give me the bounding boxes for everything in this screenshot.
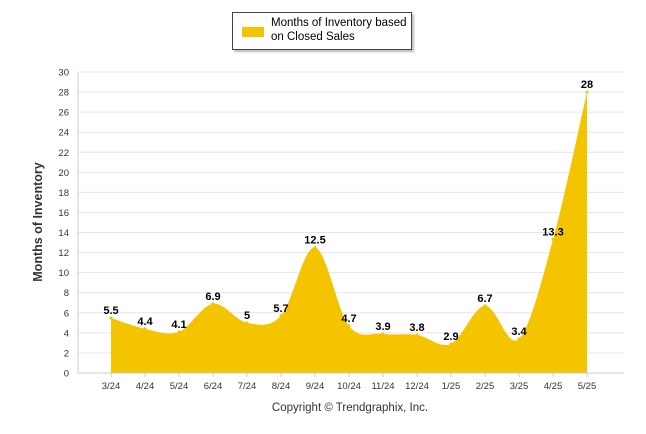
gridlines bbox=[78, 71, 624, 374]
data-point bbox=[211, 302, 215, 306]
y-tick-label: 28 bbox=[58, 88, 69, 99]
data-labels: 5.5 4.4 4.1 6.9 5 5.7 12.5 4.7 3.9 3.8 2.9 6.7 3.4 13… bbox=[103, 79, 593, 346]
x-tick-label: 12/24 bbox=[405, 381, 429, 392]
x-tick-label: 5/24 bbox=[170, 381, 189, 392]
data-point bbox=[585, 90, 589, 94]
data-label: 4.4 bbox=[137, 316, 153, 328]
data-label: 5.7 bbox=[273, 303, 288, 315]
y-tick-label: 24 bbox=[58, 128, 69, 139]
y-tick-label: 16 bbox=[58, 208, 69, 219]
data-point bbox=[381, 332, 385, 336]
x-tick-label: 4/25 bbox=[544, 381, 563, 392]
legend-swatch bbox=[242, 27, 264, 37]
data-label: 4.1 bbox=[171, 319, 186, 331]
data-point bbox=[143, 327, 147, 331]
data-label: 5 bbox=[244, 310, 250, 322]
y-tick-label: 6 bbox=[64, 308, 69, 319]
data-point bbox=[551, 238, 555, 242]
data-label: 5.5 bbox=[103, 305, 118, 317]
x-tick-label: 3/25 bbox=[510, 381, 529, 392]
data-point bbox=[517, 337, 521, 341]
data-point bbox=[347, 324, 351, 328]
x-tick-label: 8/24 bbox=[272, 381, 291, 392]
y-tick-label: 30 bbox=[58, 68, 69, 79]
data-point bbox=[109, 316, 113, 320]
y-tick-label: 0 bbox=[64, 369, 69, 380]
y-tick-label: 20 bbox=[58, 168, 69, 179]
x-tick-label: 10/24 bbox=[337, 381, 361, 392]
data-point bbox=[449, 342, 453, 346]
copyright-text: Copyright © Trendgraphix, Inc. bbox=[271, 402, 429, 414]
x-tick-label: 7/24 bbox=[238, 381, 257, 392]
data-label: 6.9 bbox=[205, 291, 220, 303]
data-label: 3.8 bbox=[409, 322, 424, 334]
series-area-fill bbox=[111, 92, 587, 374]
data-point bbox=[279, 314, 283, 318]
data-point bbox=[313, 246, 317, 250]
data-point bbox=[177, 330, 181, 334]
data-label: 2.9 bbox=[443, 331, 458, 343]
x-tick-label: 2/25 bbox=[476, 381, 495, 392]
y-tick-label: 12 bbox=[58, 248, 69, 259]
y-tick-label: 14 bbox=[58, 228, 69, 239]
y-tick-label: 22 bbox=[58, 148, 69, 159]
y-axis-title: Months of Inventory bbox=[31, 162, 45, 282]
data-label: 12.5 bbox=[304, 235, 325, 247]
y-tick-label: 8 bbox=[64, 288, 69, 299]
data-label: 6.7 bbox=[477, 293, 492, 305]
x-tick-label: 3/24 bbox=[102, 381, 121, 392]
y-tick-label: 18 bbox=[58, 188, 69, 199]
x-tick-labels: 3/24 4/24 5/24 6/24 7/24 8/24 9/24 10/24 11/24 12… bbox=[102, 373, 597, 392]
x-tick-label: 9/24 bbox=[306, 381, 325, 392]
y-tick-label: 10 bbox=[58, 268, 69, 279]
x-tick-label: 5/25 bbox=[578, 381, 597, 392]
y-tick-label: 4 bbox=[64, 328, 69, 339]
data-label: 3.9 bbox=[375, 321, 390, 333]
y-tick-label: 2 bbox=[64, 348, 69, 359]
x-tick-label: 4/24 bbox=[136, 381, 155, 392]
x-tick-label: 11/24 bbox=[371, 381, 394, 392]
x-tick-label: 1/25 bbox=[442, 381, 461, 392]
series-area bbox=[111, 92, 587, 374]
y-tick-label: 26 bbox=[58, 108, 69, 119]
data-label: 13.3 bbox=[542, 227, 563, 239]
axes bbox=[77, 72, 624, 374]
legend-label: Months of Inventory based on Closed Sale… bbox=[271, 17, 407, 43]
data-label: 4.7 bbox=[341, 313, 356, 325]
data-label: 3.4 bbox=[511, 326, 527, 338]
data-point bbox=[245, 321, 249, 325]
data-point bbox=[415, 333, 419, 337]
data-point bbox=[483, 304, 487, 308]
x-tick-label: 6/24 bbox=[204, 381, 223, 392]
legend: Months of Inventory based on Closed Sale… bbox=[232, 12, 412, 50]
data-label: 28 bbox=[581, 79, 593, 91]
